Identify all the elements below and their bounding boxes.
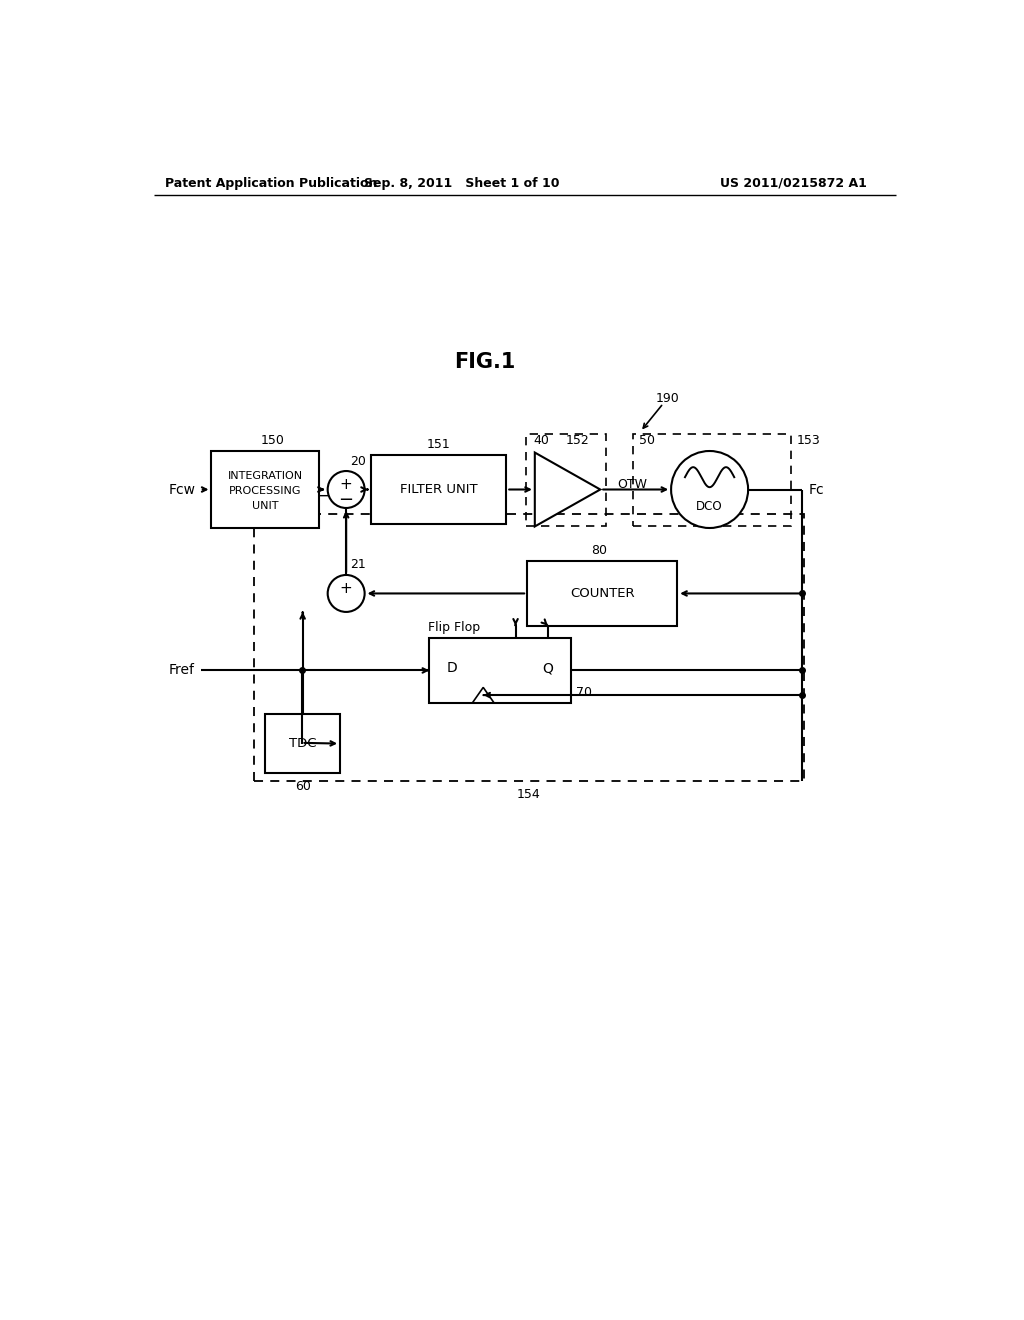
- Circle shape: [328, 471, 365, 508]
- Text: TDC: TDC: [289, 737, 316, 750]
- Text: FIG.1: FIG.1: [454, 352, 515, 372]
- Text: FILTER UNIT: FILTER UNIT: [399, 483, 477, 496]
- Text: 60: 60: [295, 780, 310, 793]
- Polygon shape: [265, 714, 340, 774]
- Text: Fc: Fc: [808, 483, 823, 496]
- Text: 21: 21: [350, 558, 366, 572]
- Text: 190: 190: [655, 392, 680, 405]
- Text: Sep. 8, 2011   Sheet 1 of 10: Sep. 8, 2011 Sheet 1 of 10: [364, 177, 559, 190]
- Text: D: D: [447, 661, 458, 675]
- Text: 20: 20: [350, 454, 366, 467]
- Polygon shape: [371, 455, 506, 524]
- Circle shape: [328, 576, 365, 612]
- Text: COUNTER: COUNTER: [570, 587, 635, 601]
- Text: +: +: [340, 581, 352, 597]
- Text: 151: 151: [427, 437, 451, 450]
- Polygon shape: [535, 453, 600, 527]
- Text: 150: 150: [261, 434, 285, 446]
- Text: 70: 70: [575, 685, 592, 698]
- Text: 152: 152: [565, 434, 590, 446]
- Text: 40: 40: [534, 434, 549, 446]
- Text: INTEGRATION: INTEGRATION: [227, 471, 303, 482]
- Text: Q: Q: [543, 661, 553, 675]
- Text: −: −: [316, 487, 330, 504]
- Text: PROCESSING: PROCESSING: [229, 486, 301, 496]
- Polygon shape: [472, 688, 494, 702]
- Text: OTW: OTW: [617, 478, 647, 491]
- Text: Fcw: Fcw: [169, 483, 196, 496]
- Text: UNIT: UNIT: [252, 502, 279, 511]
- Text: 154: 154: [517, 788, 541, 801]
- Text: DCO: DCO: [696, 500, 723, 513]
- Text: Flip Flop: Flip Flop: [428, 620, 480, 634]
- Text: Patent Application Publication: Patent Application Publication: [165, 177, 378, 190]
- Text: 153: 153: [797, 434, 820, 446]
- Polygon shape: [527, 561, 677, 626]
- Text: +: +: [340, 478, 352, 492]
- Polygon shape: [211, 451, 319, 528]
- Text: 50: 50: [639, 434, 654, 446]
- Circle shape: [671, 451, 749, 528]
- Polygon shape: [429, 638, 571, 702]
- Text: 80: 80: [591, 544, 606, 557]
- Text: −: −: [339, 491, 353, 508]
- Text: US 2011/0215872 A1: US 2011/0215872 A1: [720, 177, 866, 190]
- Text: Fref: Fref: [169, 664, 195, 677]
